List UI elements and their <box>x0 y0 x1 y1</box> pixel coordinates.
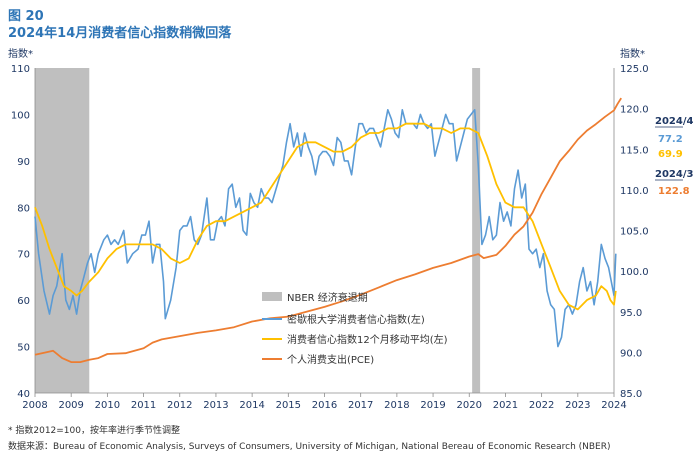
footnote: * 指数2012=100，按年率进行季节性调整 <box>8 426 180 436</box>
x-tick-label: 2012 <box>167 400 192 411</box>
sentiment-line <box>34 109 617 348</box>
x-tick-label: 2020 <box>457 400 482 411</box>
right-tick-label: 125.0 <box>620 64 649 75</box>
right-tick-label: 95.0 <box>620 308 642 319</box>
left-axis-title: 指数* <box>8 47 33 60</box>
x-tick-label: 2018 <box>384 400 409 411</box>
pce-line <box>34 97 622 363</box>
x-tick-label: 2017 <box>348 400 373 411</box>
right-tick-label: 90.0 <box>620 348 642 359</box>
x-tick-label: 2021 <box>493 400 518 411</box>
left-tick-label: 110 <box>11 64 30 75</box>
annotation-date-2024-4: 2024/4 <box>655 116 693 127</box>
source-note: 数据来源：Bureau of Economic Analysis, Survey… <box>8 442 611 452</box>
x-tick-label: 2022 <box>529 400 554 411</box>
x-tick-label: 2008 <box>22 400 47 411</box>
left-tick-label: 70 <box>17 250 30 261</box>
legend-label-recession: NBER 经济衰退期 <box>287 291 368 304</box>
x-tick-label: 2024 <box>601 400 626 411</box>
axes: 2008 2009 2010 2011 2012 2013 2014 2015 2016 2017… <box>8 47 649 411</box>
legend-label-moving-average: 消费者信心指数12个月移动平均(左) <box>287 333 448 346</box>
right-tick-label: 115.0 <box>620 145 649 156</box>
left-tick-label: 100 <box>11 110 30 121</box>
right-tick-label: 85.0 <box>620 389 642 400</box>
right-tick-label: 120.0 <box>620 105 649 116</box>
right-tick-label: 100.0 <box>620 267 649 278</box>
x-tick-label: 2009 <box>58 400 83 411</box>
right-tick-label: 105.0 <box>620 227 649 238</box>
annotation-moving-avg-value: 69.9 <box>658 149 683 160</box>
annotation-pce-value: 122.8 <box>658 186 690 197</box>
legend-label-pce: 个人消费支出(PCE) <box>287 353 374 366</box>
right-axis-title: 指数* <box>620 47 645 60</box>
left-tick-label: 50 <box>17 343 30 354</box>
left-tick-label: 60 <box>17 296 30 307</box>
right-tick-label: 110.0 <box>620 186 649 197</box>
x-tick-label: 2015 <box>276 400 301 411</box>
x-tick-label: 2019 <box>420 400 445 411</box>
x-tick-label: 2023 <box>565 400 590 411</box>
annotations: 2024/4 77.2 69.9 2024/3 122.8 <box>655 116 693 197</box>
left-tick-label: 80 <box>17 203 30 214</box>
recession-band <box>472 68 481 393</box>
left-tick-label: 90 <box>17 157 30 168</box>
series-lines <box>34 97 622 363</box>
x-tick-label: 2016 <box>312 400 337 411</box>
legend-label-sentiment: 密歇根大学消费者信心指数(左) <box>287 313 425 326</box>
chart-title: 2024年14月消费者信心指数稍微回落 <box>8 26 232 41</box>
x-tick-label: 2013 <box>203 400 228 411</box>
x-tick-label: 2011 <box>131 400 156 411</box>
annotation-sentiment-value: 77.2 <box>658 134 683 145</box>
annotation-date-2024-3: 2024/3 <box>655 169 693 180</box>
legend-swatch-recession <box>262 292 282 301</box>
left-tick-label: 40 <box>17 389 30 400</box>
x-tick-label: 2010 <box>95 400 120 411</box>
figure-number: 图 20 <box>8 9 44 24</box>
x-tick-label: 2014 <box>239 400 264 411</box>
moving-average-line <box>34 122 617 311</box>
